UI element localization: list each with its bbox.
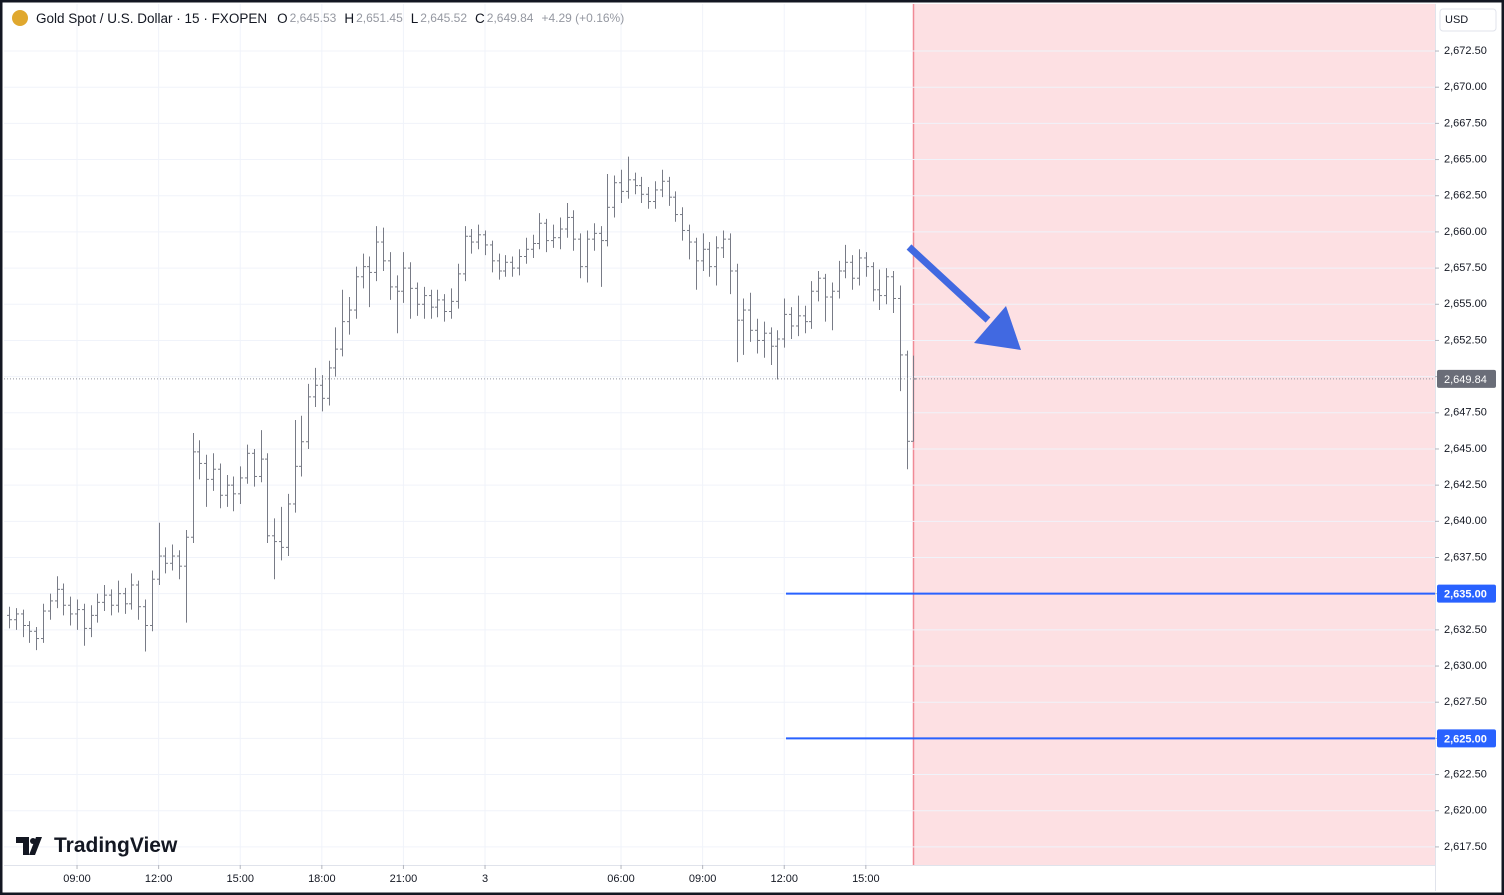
last-price-label: 2,649.84 — [1444, 374, 1487, 386]
y-tick-label: 2,655.00 — [1444, 298, 1487, 310]
x-tick-label: 12:00 — [770, 873, 798, 885]
ohlc-key: L — [410, 10, 419, 26]
x-tick-label: 3 — [482, 873, 488, 885]
symbol: Gold Spot / U.S. Dollar · 15 · FXOPEN — [36, 10, 268, 26]
highlight-zone — [913, 4, 1435, 865]
y-tick-label: 2,637.50 — [1444, 551, 1487, 563]
ohlc-values: O 2,645.53 H 2,651.45 L 2,645.52 C 2,649.84 — [271, 11, 533, 26]
y-tick-label: 2,622.50 — [1444, 768, 1487, 780]
y-tick-label: 2,652.50 — [1444, 334, 1487, 346]
y-tick-label: 2,657.50 — [1444, 262, 1487, 274]
y-tick-label: 2,672.50 — [1444, 45, 1487, 57]
currency: USD — [1445, 14, 1468, 26]
y-tick-label: 2,632.50 — [1444, 624, 1487, 636]
ohlc-key: H — [344, 10, 355, 26]
watermark: TradingView — [16, 834, 177, 858]
logo — [16, 837, 42, 855]
level-tag — [1437, 584, 1496, 603]
ohlc-value: 2,649.84 — [486, 11, 534, 25]
y-tick-label: 2,617.50 — [1444, 841, 1487, 853]
x-tick-label: 15:00 — [226, 873, 254, 885]
level-tag — [1437, 729, 1496, 748]
y-tick-label: 2,645.00 — [1444, 443, 1487, 455]
watermark-text: TradingView — [54, 834, 178, 857]
ohlc-value: 2,645.53 — [289, 11, 337, 25]
arrow-annotation — [906, 244, 1021, 350]
y-tick-label: 2,662.50 — [1444, 190, 1487, 202]
ohlc-value: 2,651.45 — [356, 11, 403, 25]
y-tick-label: 2,660.00 — [1444, 226, 1487, 238]
level-label: 2,635.00 — [1444, 589, 1487, 601]
ohlc-key: O — [277, 10, 288, 26]
y-tick-label: 2,640.00 — [1444, 515, 1487, 527]
y-tick-label: 2,647.50 — [1444, 407, 1487, 419]
y-tick-label: 2,627.50 — [1444, 696, 1487, 708]
y-tick-label: 2,620.00 — [1444, 805, 1487, 817]
x-tick-label: 06:00 — [607, 873, 635, 885]
last-price-tag — [1437, 369, 1496, 388]
ohlc-key: C — [475, 10, 485, 26]
arrow-shaft — [906, 244, 991, 323]
y-tick-label: 2,665.00 — [1444, 153, 1487, 165]
currency-box[interactable] — [1439, 8, 1497, 32]
x-tick-label: 18:00 — [308, 873, 336, 885]
x-tick-label: 09:00 — [689, 873, 717, 885]
x-tick-label: 12:00 — [145, 873, 173, 885]
x-tick-label: 09:00 — [63, 873, 91, 885]
level-label: 2,625.00 — [1444, 733, 1487, 745]
y-tick-label: 2,630.00 — [1444, 660, 1487, 672]
change: +4.29 (+0.16%) — [541, 11, 625, 25]
ohlc-value: 2,645.52 — [420, 11, 468, 25]
y-tick-label: 2,670.00 — [1444, 81, 1487, 93]
arrow-head — [974, 306, 1021, 350]
x-tick-label: 15:00 — [852, 873, 880, 885]
y-tick-label: 2,642.50 — [1444, 479, 1487, 491]
x-tick-label: 21:00 — [390, 873, 418, 885]
y-tick-label: 2,667.50 — [1444, 117, 1487, 129]
symbol-icon — [12, 10, 28, 26]
